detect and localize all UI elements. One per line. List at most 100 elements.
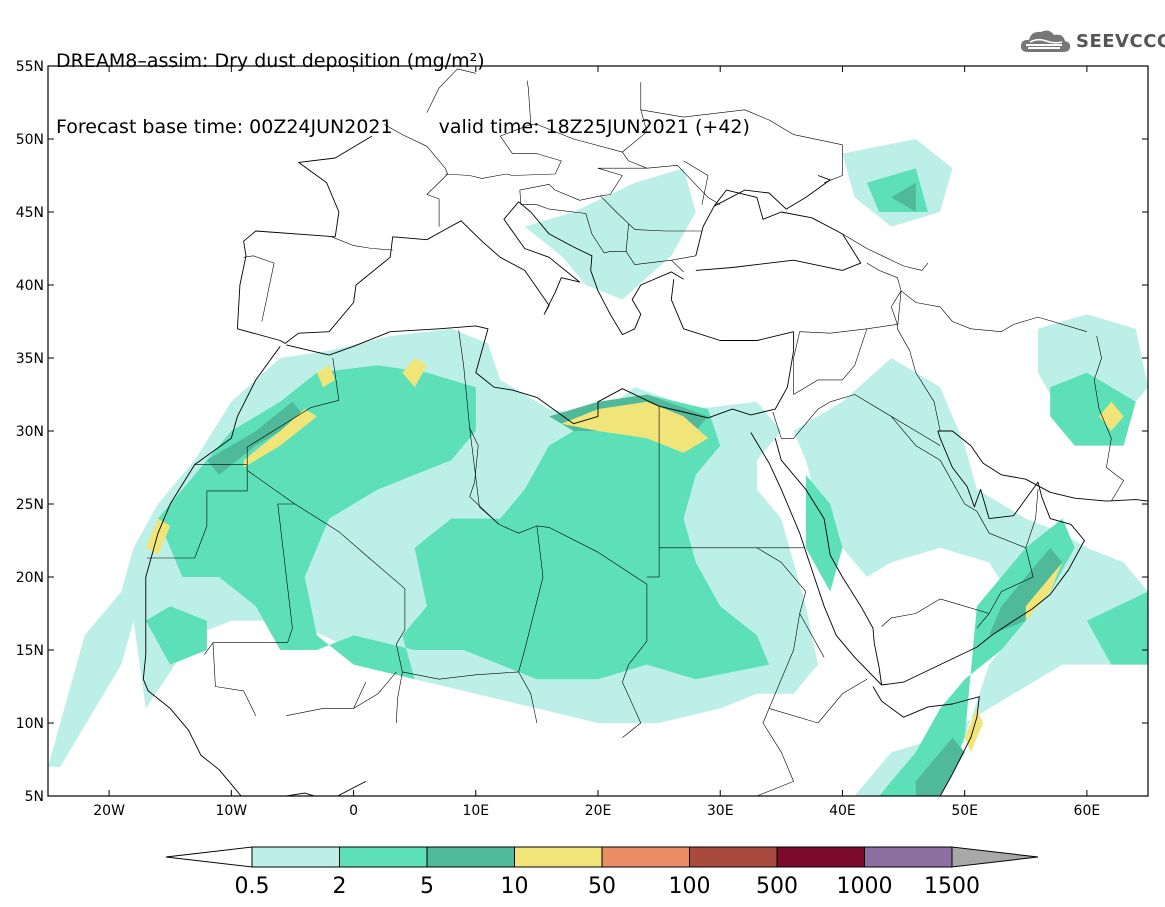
border-38 (625, 223, 702, 252)
coastline-7 (713, 175, 831, 210)
border-14 (286, 681, 367, 716)
coastline-2 (670, 279, 794, 341)
latitude-axis: 55N 50N 45N 40N 35N 30N 25N 20N 15N 10N 5N (16, 59, 1148, 805)
border-34 (526, 80, 532, 125)
coastline-12 (872, 686, 882, 702)
border-19 (772, 394, 941, 446)
lat-tick-label: 25N (16, 497, 44, 513)
dust-region-level-3 (915, 737, 965, 796)
border-37 (519, 190, 696, 265)
coastline-3 (236, 230, 336, 329)
border-2 (204, 503, 295, 655)
coastline-14 (286, 781, 367, 796)
colorbar-level-label: 0.5 (235, 874, 270, 899)
dust-region-level-3 (891, 182, 916, 212)
border-18 (799, 613, 825, 658)
lon-tick-label: 50E (951, 803, 978, 819)
border-10 (518, 525, 544, 724)
colorbar-level-label: 500 (756, 874, 798, 899)
border-24 (891, 416, 1034, 629)
base-time: Forecast base time: 00Z24JUN2021 (56, 116, 393, 138)
colorbar-segment (601, 846, 690, 868)
dust-region-level-4 (402, 358, 427, 388)
dust-region-level-2 (1086, 591, 1148, 665)
lon-tick-label: 10E (462, 803, 489, 819)
border-25 (881, 598, 990, 627)
colorbar-segment (426, 846, 515, 868)
colorbar-arrow-high (951, 846, 1039, 868)
border-39 (600, 195, 629, 224)
border-16 (756, 547, 807, 796)
coastline-6 (695, 189, 862, 271)
border-6 (548, 527, 648, 738)
colorbar-segment (689, 846, 778, 868)
colorbar-level-label: 1500 (924, 874, 980, 899)
border-30 (331, 236, 393, 251)
lat-tick-label: 10N (16, 716, 44, 732)
dust-region-level-1 (524, 168, 696, 300)
dust-region-level-4 (316, 365, 336, 388)
lat-tick-label: 50N (16, 132, 44, 148)
dust-region-level-3 (989, 547, 1063, 636)
border-12 (396, 671, 403, 724)
border-21 (793, 328, 867, 395)
lon-tick-label: 20W (93, 803, 125, 819)
lon-tick-label: 10W (215, 803, 247, 819)
border-5 (469, 428, 500, 525)
border-27 (1093, 336, 1124, 502)
dust-region-level-4 (145, 518, 171, 556)
colorbar-level-label: 5 (420, 874, 434, 899)
dust-region-level-1 (48, 547, 134, 767)
dust-region-level-2 (158, 365, 770, 680)
lat-tick-label: 45N (16, 205, 44, 221)
colorbar-segment (339, 846, 428, 868)
border-1 (147, 464, 248, 559)
colorbar-arrow-low (165, 846, 253, 868)
colorbar-segment (864, 846, 953, 868)
border-17 (769, 678, 868, 724)
logo-text: SEEVCCC (1076, 30, 1165, 52)
dust-region-level-3 (206, 401, 305, 475)
dust-deposition-field (48, 139, 1148, 796)
dust-region-level-2 (145, 606, 207, 665)
dust-region-level-2 (1050, 372, 1136, 446)
seevccc-logo: SEEVCCC (1018, 26, 1165, 56)
lat-tick-label: 20N (16, 570, 44, 586)
border-28 (900, 290, 1087, 333)
coastline-10 (937, 430, 1148, 502)
border-31 (383, 124, 449, 227)
forecast-times: Forecast base time: 00Z24JUN2021 valid ti… (56, 116, 750, 138)
lat-tick-label: 40N (16, 278, 44, 294)
lon-tick-label: 30E (707, 803, 734, 819)
lat-tick-label: 30N (16, 424, 44, 440)
colorbar-level-label: 10 (501, 874, 529, 899)
dust-region-level-1 (793, 358, 1148, 796)
border-4 (458, 330, 550, 534)
border-33 (426, 68, 476, 113)
border-11 (396, 644, 519, 680)
coastline-9 (881, 430, 1085, 686)
border-15 (212, 642, 257, 716)
border-3 (246, 357, 340, 465)
border-43 (842, 233, 929, 271)
colorbar-segment (251, 846, 340, 868)
coastline-11 (881, 696, 980, 796)
lon-tick-label: 40E (829, 803, 856, 819)
colorbar-level-label: 1000 (837, 874, 893, 899)
coastline-4 (298, 135, 373, 237)
colorbar-legend: 0.5 2 5 10 50 100 500 1000 1500 (165, 846, 1039, 899)
lat-tick-label: 5N (25, 789, 44, 805)
colorbar-level-label: 2 (333, 874, 347, 899)
coastline-5 (237, 201, 684, 344)
cloud-icon (1020, 30, 1071, 52)
country-borders (147, 68, 1124, 796)
coastline-13 (142, 654, 242, 796)
coastlines (142, 135, 1148, 796)
coastline-1 (286, 325, 795, 425)
lat-tick-label: 15N (16, 643, 44, 659)
lon-tick-label: 60E (1074, 803, 1101, 819)
border-26 (1025, 489, 1039, 548)
border-8 (658, 547, 805, 577)
colorbar-level-label: 50 (588, 874, 616, 899)
border-29 (243, 255, 275, 322)
